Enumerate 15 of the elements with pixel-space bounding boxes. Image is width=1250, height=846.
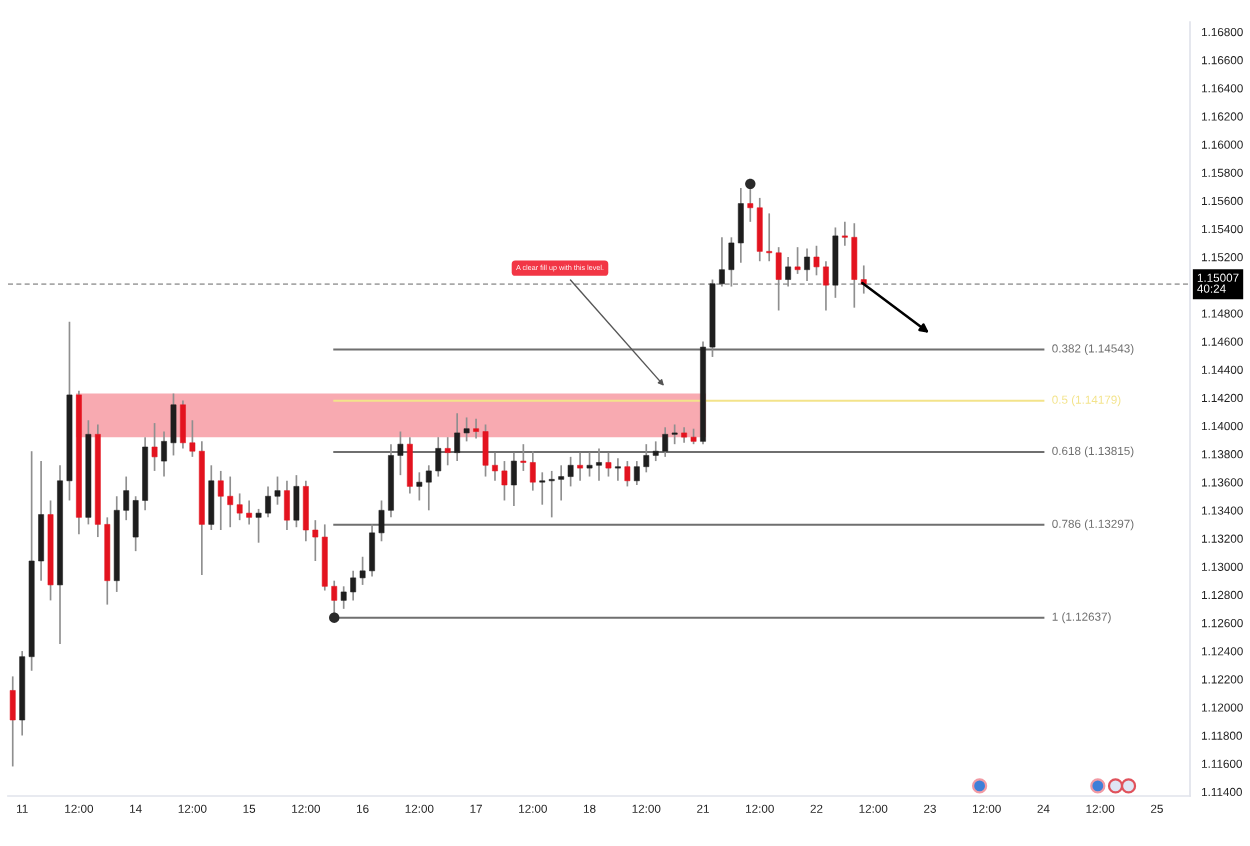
candlestick — [444, 436, 451, 467]
candlestick — [511, 451, 517, 507]
candlestick — [785, 256, 791, 288]
candlestick — [293, 474, 300, 529]
candlestick — [577, 451, 583, 482]
candlestick — [208, 464, 215, 531]
candlestick — [794, 246, 801, 275]
candlestick — [151, 422, 158, 472]
candlestick — [615, 457, 621, 482]
candlestick — [284, 479, 290, 531]
candlestick — [407, 436, 413, 495]
candlestick — [624, 460, 631, 488]
candlestick — [605, 451, 612, 478]
candlestick — [9, 675, 16, 768]
candlestick — [804, 247, 810, 282]
